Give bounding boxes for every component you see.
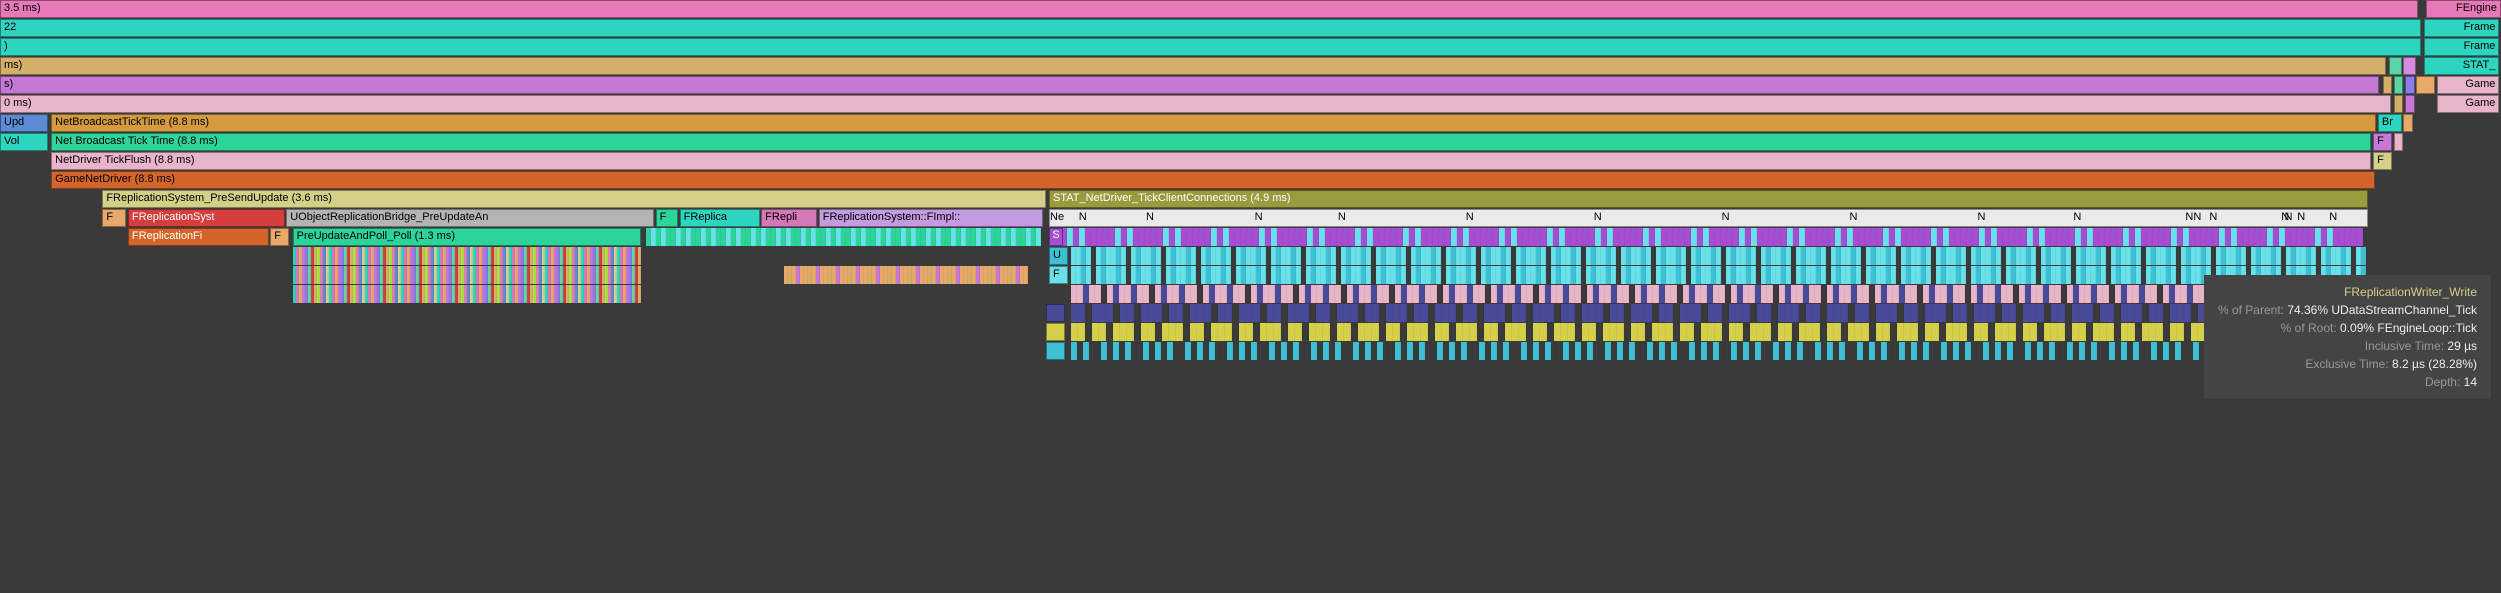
timing-block[interactable]: FEngine [2426, 0, 2501, 18]
timing-block[interactable] [2394, 133, 2404, 151]
timing-stripes[interactable] [646, 228, 1046, 246]
profiler-row: FFReplicationSystUObjectReplicationBridg… [0, 209, 2501, 227]
timing-block[interactable]: ms) [0, 57, 2386, 75]
timing-block[interactable]: Br [2378, 114, 2402, 132]
timing-block[interactable]: STAT_ [2424, 57, 2499, 75]
profiler-row: ms) STAT_ [0, 57, 2501, 75]
profiler-row: )Frame [0, 38, 2501, 56]
timing-block[interactable]: Net Broadcast Tick Time (8.8 ms) [51, 133, 2371, 151]
timing-block[interactable]: F [2373, 133, 2392, 151]
yellow-block[interactable] [1046, 323, 1065, 341]
profiler-row: VolNet Broadcast Tick Time (8.8 ms)F [0, 133, 2501, 151]
timing-stripes[interactable] [293, 247, 642, 265]
timing-block[interactable]: 3.5 ms) [0, 0, 2418, 18]
timing-block[interactable] [2389, 57, 2402, 75]
timing-block[interactable]: Game [2437, 95, 2499, 113]
tooltip-inclusive: Inclusive Time: 29 µs [2218, 337, 2477, 355]
n-label-strip[interactable]: NeNNNNNNNNNNNNNNNNN [1049, 209, 2368, 227]
timing-block[interactable]: NetDriver TickFlush (8.8 ms) [51, 152, 2371, 170]
profiler-row [0, 304, 2501, 322]
timing-block[interactable]: STAT_NetDriver_TickClientConnections (4.… [1049, 190, 2368, 208]
timing-block[interactable] [2405, 76, 2415, 94]
profiler-row: 0 ms) Game [0, 95, 2501, 113]
profiler-row [0, 285, 2501, 303]
profiler-row: FReplicationFiFPreUpdateAndPoll_Poll (1.… [0, 228, 2501, 246]
timing-block[interactable] [2416, 76, 2435, 94]
profiler-row: FReplicationSystem_PreSendUpdate (3.6 ms… [0, 190, 2501, 208]
timing-block[interactable]: NetBroadcastTickTime (8.8 ms) [51, 114, 2376, 132]
profiler-row: s) Game [0, 76, 2501, 94]
timing-block[interactable]: 22 [0, 19, 2421, 37]
profiler-row: GameNetDriver (8.8 ms) [0, 171, 2501, 189]
timing-block[interactable]: FReplicationSystem::FImpl:: [819, 209, 1043, 227]
timing-block[interactable]: ) [0, 38, 2421, 56]
tooltip-title: FReplicationWriter_Write [2218, 283, 2477, 301]
timing-block[interactable]: FReplicationFi [128, 228, 269, 246]
tooltip-parent: % of Parent: 74.36% UDataStreamChannel_T… [2218, 301, 2477, 319]
timing-block[interactable] [2403, 114, 2413, 132]
timing-block[interactable]: FReplica [680, 209, 760, 227]
timing-block[interactable]: GameNetDriver (8.8 ms) [51, 171, 2374, 189]
timing-block[interactable]: s) [0, 76, 2379, 94]
timing-stripes[interactable] [1071, 247, 2368, 265]
cyan-block[interactable] [1046, 342, 1065, 360]
timing-block[interactable]: 0 ms) [0, 95, 2391, 113]
timing-block[interactable]: Upd [0, 114, 48, 132]
timing-block[interactable]: Vol [0, 133, 48, 151]
f-block[interactable]: F [1049, 266, 1068, 284]
timing-block[interactable]: F [2373, 152, 2392, 170]
timing-block[interactable]: F [656, 209, 678, 227]
timing-stripes[interactable] [293, 285, 642, 303]
timing-block[interactable] [2405, 95, 2415, 113]
profiler-row: 3.5 ms) FEngine [0, 0, 2501, 18]
timing-block[interactable]: Frame [2424, 19, 2499, 37]
navy-block[interactable] [1046, 304, 1065, 322]
timing-block[interactable]: FReplicationSyst [128, 209, 285, 227]
timing-block[interactable]: UObjectReplicationBridge_PreUpdateAn [286, 209, 654, 227]
timing-stripes[interactable] [1071, 323, 2368, 341]
timing-stripes[interactable] [1071, 342, 2368, 360]
timing-block[interactable]: F [102, 209, 126, 227]
timing-block[interactable] [2403, 57, 2416, 75]
timing-block[interactable]: PreUpdateAndPoll_Poll (1.3 ms) [293, 228, 642, 246]
timing-block[interactable] [2383, 76, 2393, 94]
timing-stripes[interactable]: S [1049, 228, 2368, 246]
timing-block[interactable]: Frame [2424, 38, 2499, 56]
tooltip-root: % of Root: 0.09% FEngineLoop::Tick [2218, 319, 2477, 337]
timing-stripes[interactable] [1071, 285, 2368, 303]
timing-block[interactable]: F [270, 228, 289, 246]
timing-block[interactable]: Game [2437, 76, 2499, 94]
timing-stripes[interactable] [293, 266, 642, 284]
timing-stripes[interactable] [1071, 304, 2368, 322]
tooltip-exclusive: Exclusive Time: 8.2 µs (28.28%) [2218, 355, 2477, 373]
timing-stripes[interactable] [1071, 266, 2368, 284]
profiler-row [0, 323, 2501, 341]
u-block[interactable]: U [1049, 247, 1068, 265]
timing-stripes[interactable] [784, 266, 1032, 284]
profiler-tooltip: FReplicationWriter_Write % of Parent: 74… [2204, 275, 2491, 399]
timing-block[interactable]: FRepli [761, 209, 817, 227]
timing-block[interactable] [2394, 95, 2404, 113]
timing-block[interactable]: FReplicationSystem_PreSendUpdate (3.6 ms… [102, 190, 1045, 208]
profiler-row: U [0, 247, 2501, 265]
profiler-row: 22Frame [0, 19, 2501, 37]
tooltip-depth: Depth: 14 [2218, 373, 2477, 391]
profiler-row: F [0, 266, 2501, 284]
profiler-row: NetDriver TickFlush (8.8 ms)F [0, 152, 2501, 170]
timing-block[interactable] [2394, 76, 2404, 94]
profiler-row: UpdNetBroadcastTickTime (8.8 ms)Br [0, 114, 2501, 132]
profiler-row [0, 342, 2501, 360]
